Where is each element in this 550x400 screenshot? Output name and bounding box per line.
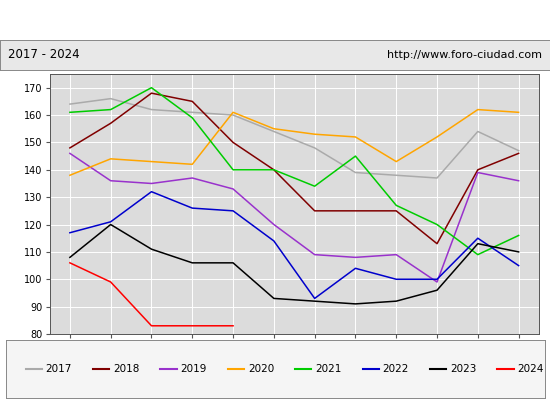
- Text: 2021: 2021: [315, 364, 342, 374]
- Text: 2017: 2017: [46, 364, 72, 374]
- Text: 2018: 2018: [113, 364, 139, 374]
- Text: http://www.foro-ciudad.com: http://www.foro-ciudad.com: [387, 50, 542, 60]
- Text: 2017 - 2024: 2017 - 2024: [8, 48, 80, 62]
- Text: 2020: 2020: [248, 364, 274, 374]
- Text: 2022: 2022: [383, 364, 409, 374]
- Text: 2023: 2023: [450, 364, 476, 374]
- Text: 2024: 2024: [518, 364, 543, 374]
- Text: Evolucion del paro registrado en Nava de la Asunción: Evolucion del paro registrado en Nava de…: [79, 12, 471, 28]
- Text: 2019: 2019: [180, 364, 207, 374]
